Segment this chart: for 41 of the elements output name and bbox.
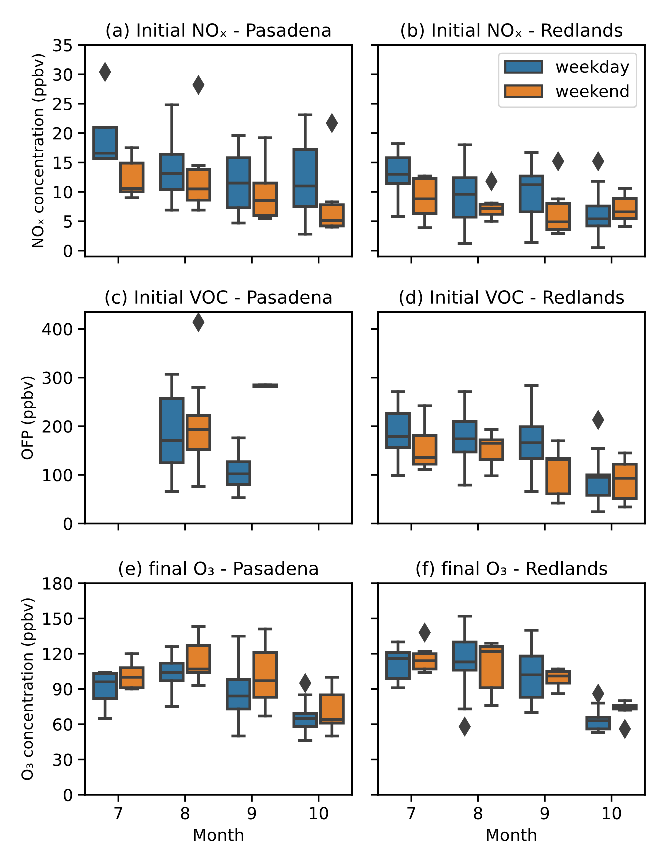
y-tick-label: 150 [43, 612, 72, 626]
x-axis-title: Month [194, 828, 244, 842]
chart-title: (d) Initial VOC - Redlands [400, 290, 624, 306]
y-axis-title: NOₓ concentration (ppbv) [32, 54, 47, 248]
chart-title: (b) Initial NOₓ - Redlands [402, 23, 623, 40]
y-tick-label: 0 [64, 788, 72, 802]
y-axis-title: OFP (ppbv) [21, 376, 36, 460]
x-tick-label: 8 [181, 807, 190, 820]
x-tick-label: 7 [114, 807, 123, 820]
chart-title: (f) final O₃ - Redlands [416, 561, 608, 578]
y-axis-title: O₃ concentration (ppbv) [21, 598, 36, 780]
y-tick-label: 30 [54, 754, 72, 766]
legend-label: weekend [556, 84, 629, 98]
y-tick-label: 400 [42, 323, 72, 336]
x-tick-label: 9 [248, 807, 256, 820]
x-tick-label: 10 [603, 807, 622, 820]
y-tick-label: 20 [53, 127, 72, 140]
x-tick-label: 9 [540, 807, 550, 820]
x-tick-label: 7 [408, 807, 416, 820]
y-tick-label: 35 [54, 39, 72, 52]
y-tick-label: 10 [54, 186, 72, 199]
y-tick-label: 60 [53, 718, 72, 732]
y-tick-label: 30 [54, 68, 72, 82]
x-axis-title: Month [487, 828, 536, 842]
x-tick-label: 10 [310, 807, 328, 820]
chart-title: (e) final O₃ - Pasadena [119, 561, 318, 578]
y-tick-label: 5 [64, 216, 72, 228]
y-tick-label: 0 [64, 244, 72, 258]
y-tick-label: 300 [42, 372, 72, 384]
y-tick-label: 200 [42, 420, 72, 434]
y-tick-label: 25 [53, 98, 72, 111]
chart-title: (c) Initial VOC - Pasadena [106, 290, 332, 306]
y-tick-label: 90 [53, 683, 72, 696]
y-tick-label: 120 [43, 648, 72, 661]
y-tick-label: 180 [43, 577, 72, 590]
legend-label: weekday [556, 60, 630, 76]
y-tick-label: 100 [43, 469, 72, 482]
y-tick-label: 0 [64, 518, 72, 530]
x-tick-label: 8 [474, 807, 482, 820]
y-tick-label: 15 [54, 156, 72, 170]
chart-title: (a) Initial NOₓ - Pasadena [106, 23, 331, 40]
